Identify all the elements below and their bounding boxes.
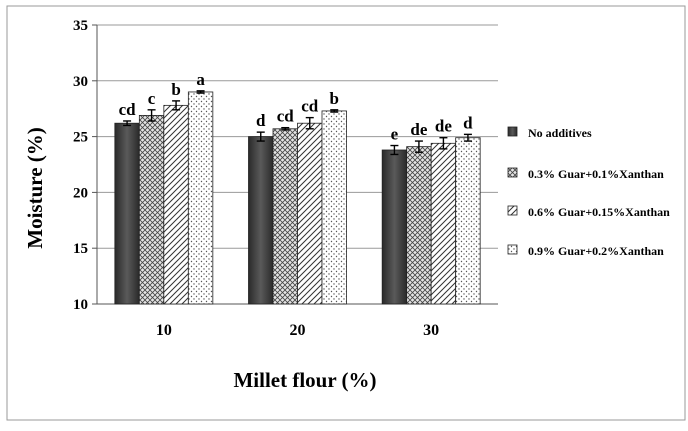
y-tick-label: 25 <box>73 130 88 146</box>
significance-letter: b <box>330 89 339 108</box>
significance-letter: a <box>196 70 205 89</box>
y-tick-label: 30 <box>73 74 88 90</box>
bar-2-cat-30 <box>406 146 432 305</box>
significance-letter: de <box>435 117 452 136</box>
x-tick-label: 10 <box>156 322 172 339</box>
significance-letter: de <box>410 120 427 139</box>
bar-3-cat-10 <box>163 104 189 305</box>
legend-swatch <box>507 167 518 178</box>
bar-2-cat-10 <box>138 114 165 305</box>
bar-3-cat-20 <box>297 122 323 305</box>
legend-label: No additives <box>528 126 592 140</box>
legend-swatch <box>507 205 518 216</box>
significance-letter: cd <box>119 100 137 119</box>
x-axis-title: Millet flour (%) <box>233 368 376 392</box>
legend-swatch <box>507 244 518 255</box>
bar-4-cat-20 <box>321 110 347 305</box>
significance-letter: c <box>148 89 156 108</box>
bar-2-cat-20 <box>272 128 298 305</box>
legend-label: 0.9% Guar+0.2%Xanthan <box>528 244 664 258</box>
significance-letter: cd <box>277 107 295 126</box>
y-tick-label: 20 <box>73 185 88 201</box>
legend-swatch <box>507 126 518 137</box>
legend: No additives 0.3% Guar+0.1%Xanthan 0.6% Gu… <box>507 126 670 258</box>
bar-1-cat-30 <box>381 149 408 305</box>
axes: 10 15 20 25 30 35 10 20 30 <box>73 18 498 339</box>
significance-letter: d <box>256 111 266 130</box>
bar-1-cat-10 <box>114 122 140 305</box>
bar-4-cat-30 <box>455 137 481 305</box>
bar-4-cat-10 <box>187 91 214 305</box>
legend-label: 0.6% Guar+0.15%Xanthan <box>528 205 670 219</box>
y-axis-title: Moisture (%) <box>23 127 47 249</box>
bar-1-cat-20 <box>248 136 274 305</box>
y-tick-label: 10 <box>73 297 88 313</box>
y-tick-label: 35 <box>73 18 88 34</box>
significance-letter: e <box>391 125 399 144</box>
x-tick-label: 20 <box>290 322 306 339</box>
y-tick-label: 15 <box>73 241 88 257</box>
significance-letter: cd <box>301 97 319 116</box>
significance-letter: b <box>171 80 180 99</box>
significance-letter: d <box>463 113 473 132</box>
bars <box>114 90 481 305</box>
legend-label: 0.3% Guar+0.1%Xanthan <box>528 167 664 181</box>
bar-3-cat-30 <box>430 142 457 305</box>
x-tick-label: 30 <box>423 322 439 339</box>
